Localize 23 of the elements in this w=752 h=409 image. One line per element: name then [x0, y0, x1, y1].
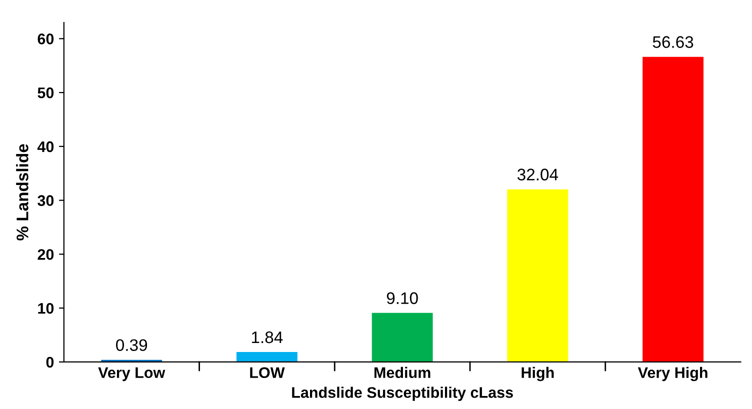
x-axis-title: Landslide Susceptibility cLass [292, 386, 513, 401]
x-tick-label: Medium [374, 366, 430, 378]
y-tick-label: 30 [38, 195, 54, 206]
data-label: 56.63 [652, 36, 694, 48]
data-label: 0.39 [116, 339, 148, 352]
x-tick-label: Very High [638, 366, 708, 382]
data-label: 32.04 [517, 168, 558, 180]
data-label: 1.84 [252, 331, 283, 344]
x-tick-label: LOW [250, 367, 285, 378]
y-tick-label: 40 [37, 141, 54, 152]
y-tick-label: 60 [38, 34, 54, 44]
y-tick-label: 50 [38, 87, 54, 98]
y-tick-label: 10 [38, 302, 54, 314]
y-tick-label: 0 [46, 356, 54, 368]
bar [507, 189, 568, 362]
bar [236, 352, 298, 362]
bar [642, 56, 704, 362]
y-axis-title: % Landslide [16, 144, 28, 240]
bar [372, 312, 433, 362]
x-tick-label: High [522, 366, 554, 382]
data-label: 9.10 [386, 292, 418, 304]
x-tick-label: Very Low [98, 367, 166, 382]
y-tick-label: 20 [38, 249, 54, 260]
